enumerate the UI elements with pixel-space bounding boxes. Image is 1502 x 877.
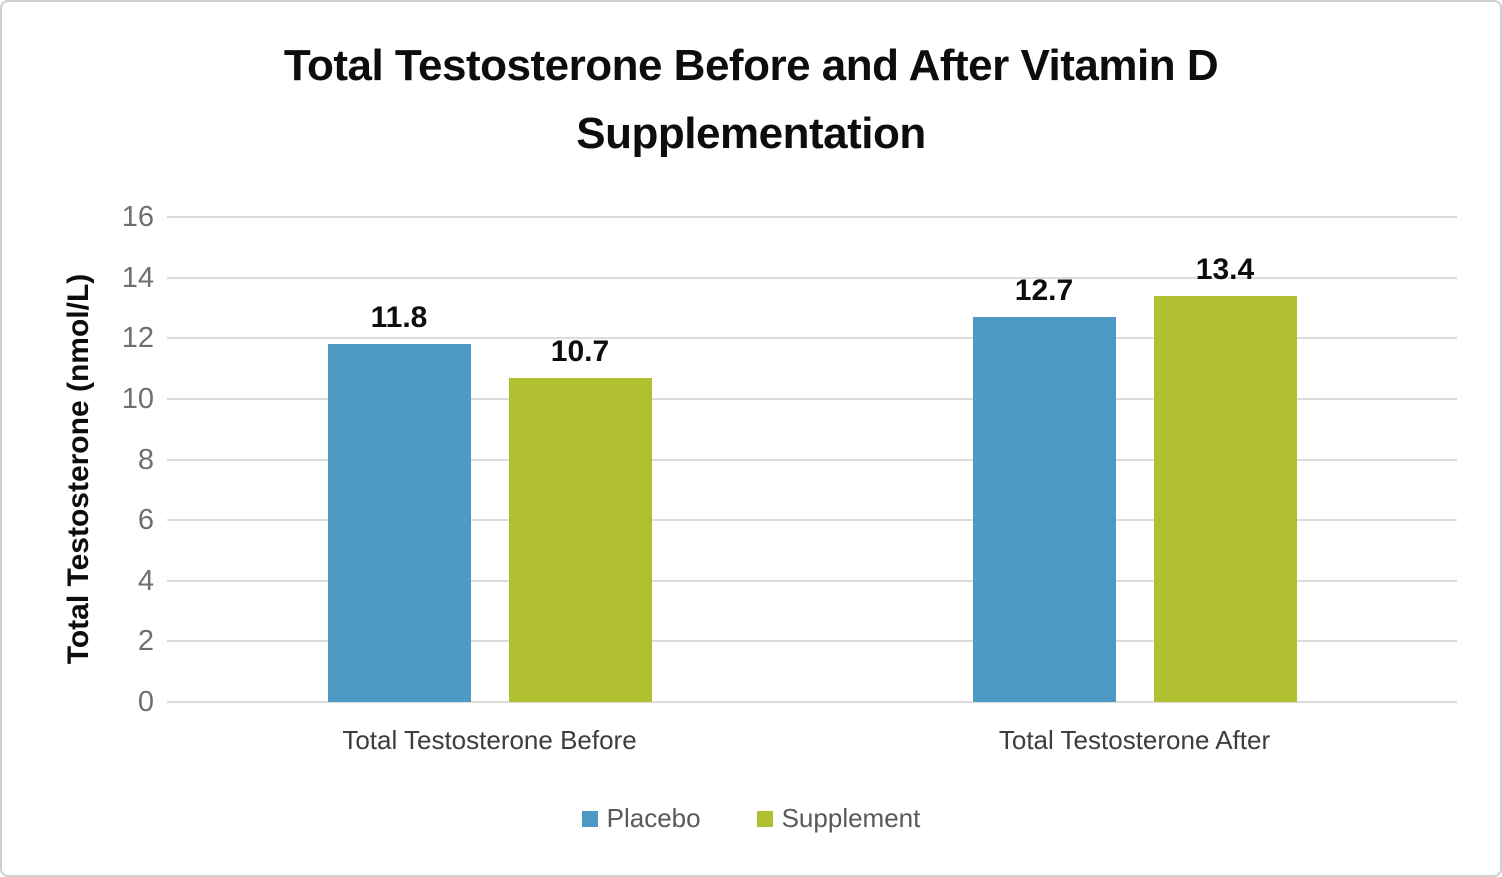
gridline — [167, 216, 1457, 218]
y-tick-label: 14 — [121, 261, 154, 294]
y-tick-label: 12 — [121, 322, 154, 355]
y-tick-label: 8 — [137, 443, 154, 476]
y-tick-label: 2 — [137, 625, 154, 658]
gridline — [167, 640, 1457, 643]
gridline — [167, 397, 1457, 400]
bar-placebo-before: 11.8 — [327, 301, 471, 702]
y-tick-label: 10 — [121, 382, 154, 415]
bar-group-after: 12.7 13.4 — [812, 217, 1457, 702]
plot-area: 0 2 4 6 8 10 12 14 — [122, 202, 1457, 717]
gridline — [167, 579, 1457, 582]
legend: Placebo Supplement — [2, 803, 1500, 834]
data-label-supplement-before: 10.7 — [550, 334, 610, 368]
legend-label-supplement: Supplement — [781, 803, 921, 833]
chart-title: Total Testosterone Before and After Vita… — [283, 41, 1219, 158]
category-label-before: Total Testosterone Before — [342, 725, 637, 755]
gridline — [167, 337, 1457, 340]
bar-groups: 11.8 10.7 12.7 13.4 — [167, 217, 1457, 702]
y-tick-label: 6 — [137, 504, 154, 537]
gridline — [167, 458, 1457, 461]
data-label-placebo-before: 11.8 — [370, 301, 428, 335]
legend-item-supplement: Supplement — [756, 803, 921, 834]
category-label-after: Total Testosterone After — [998, 725, 1271, 755]
y-tick-label: 0 — [137, 686, 154, 718]
x-axis-labels: Total Testosterone Before Total Testoste… — [167, 725, 1457, 756]
legend-label-placebo: Placebo — [606, 803, 701, 833]
bar-placebo-after: 12.7 — [972, 274, 1116, 702]
gridline — [167, 701, 1457, 703]
placebo-swatch-icon — [581, 810, 598, 827]
bar-supplement-after: 13.4 — [1153, 253, 1297, 702]
legend-item-placebo: Placebo — [581, 803, 701, 834]
data-label-placebo-after: 12.7 — [1014, 274, 1074, 308]
gridline — [167, 276, 1457, 279]
y-tick-label: 16 — [121, 201, 154, 233]
supplement-swatch-icon — [756, 810, 773, 827]
gridline — [167, 519, 1457, 522]
data-label-supplement-after: 13.4 — [1195, 252, 1255, 286]
y-tick-label: 4 — [137, 564, 154, 597]
bar-supplement-before: 10.7 — [508, 335, 652, 702]
bar-group-before: 11.8 10.7 — [167, 217, 812, 702]
